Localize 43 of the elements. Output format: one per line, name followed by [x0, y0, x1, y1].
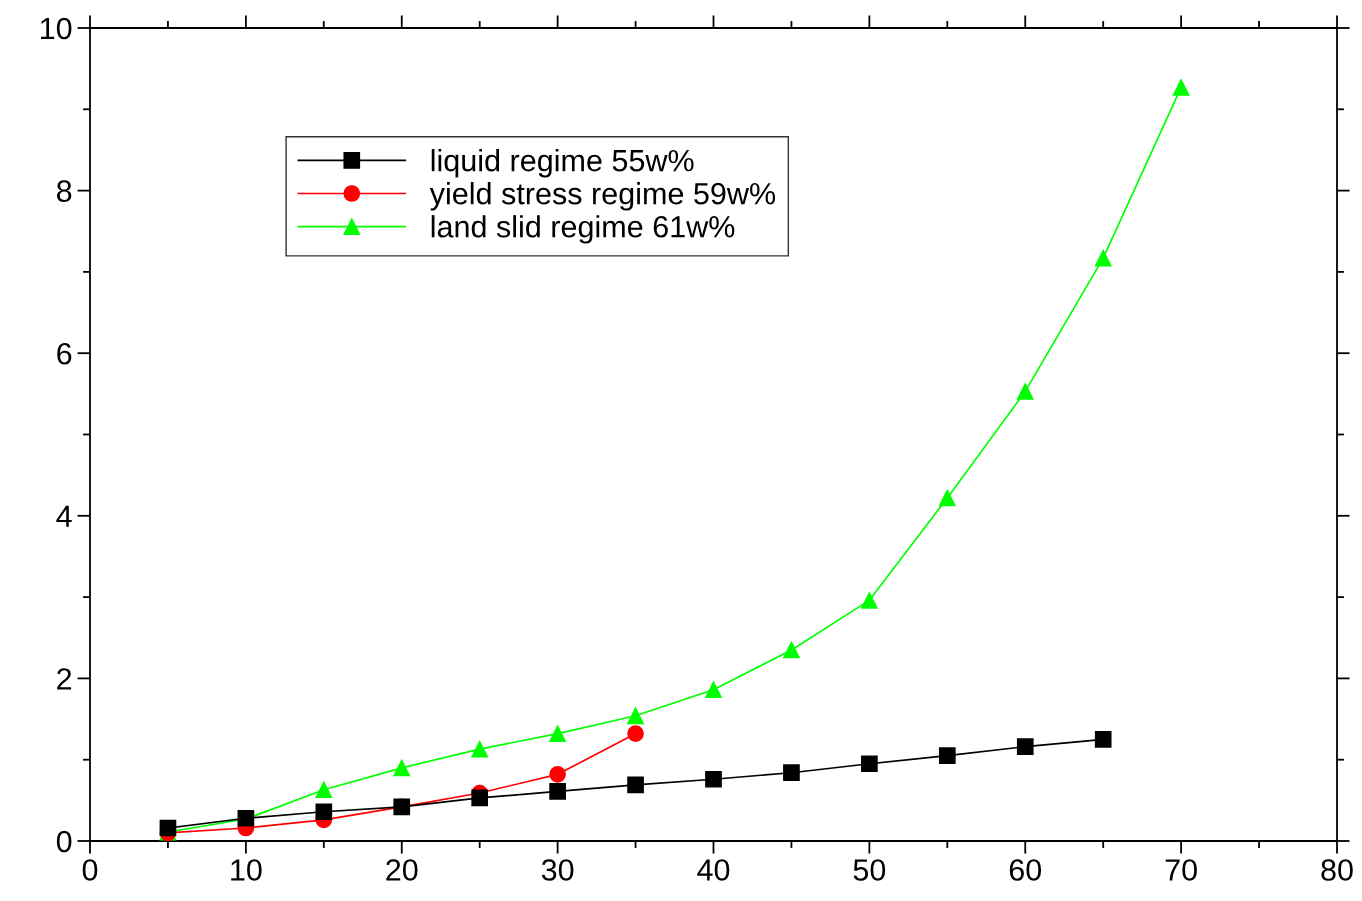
y-tick-label: 10 — [40, 17, 72, 40]
x-tick-label: 10 — [231, 859, 262, 881]
point — [627, 707, 644, 725]
point — [1016, 383, 1034, 400]
point — [471, 789, 489, 807]
x-tick-label: 80 — [1321, 859, 1353, 881]
x-tick-label: 30 — [541, 859, 574, 881]
point — [471, 740, 489, 758]
point — [627, 725, 644, 743]
x-tick-label: 20 — [386, 859, 418, 881]
y-tick-label: 6 — [57, 342, 72, 365]
point — [783, 641, 800, 659]
y-tick-label: 2 — [57, 668, 72, 690]
point — [549, 783, 566, 800]
point — [1172, 79, 1190, 96]
legend-label: land slid regime 61w% — [431, 215, 735, 244]
point — [159, 819, 177, 837]
x-tick-label: 0 — [82, 859, 98, 881]
legend-label: liquid regime 55w% — [431, 149, 694, 178]
point — [861, 592, 878, 609]
x-tick-label: 50 — [853, 859, 886, 881]
y-tick-label: 4 — [56, 505, 72, 527]
legend-label: yield stress regime 59w% — [429, 182, 776, 211]
point — [861, 755, 878, 773]
x-tick-label: 70 — [1165, 859, 1197, 881]
point — [1094, 731, 1112, 748]
point — [938, 747, 956, 764]
x-tick-label: 40 — [697, 859, 730, 881]
x-tick-label: 60 — [1009, 859, 1042, 881]
y-tick-label: 8 — [56, 180, 72, 202]
point — [705, 681, 722, 699]
point — [393, 759, 411, 777]
point — [315, 803, 333, 821]
point — [315, 781, 333, 799]
point — [549, 766, 566, 783]
y-tick-label: 0 — [56, 830, 72, 853]
point — [627, 776, 644, 794]
point — [705, 770, 722, 788]
point — [1016, 738, 1034, 756]
point — [783, 764, 800, 782]
point — [938, 489, 956, 507]
point — [1094, 249, 1112, 267]
point — [549, 725, 566, 743]
